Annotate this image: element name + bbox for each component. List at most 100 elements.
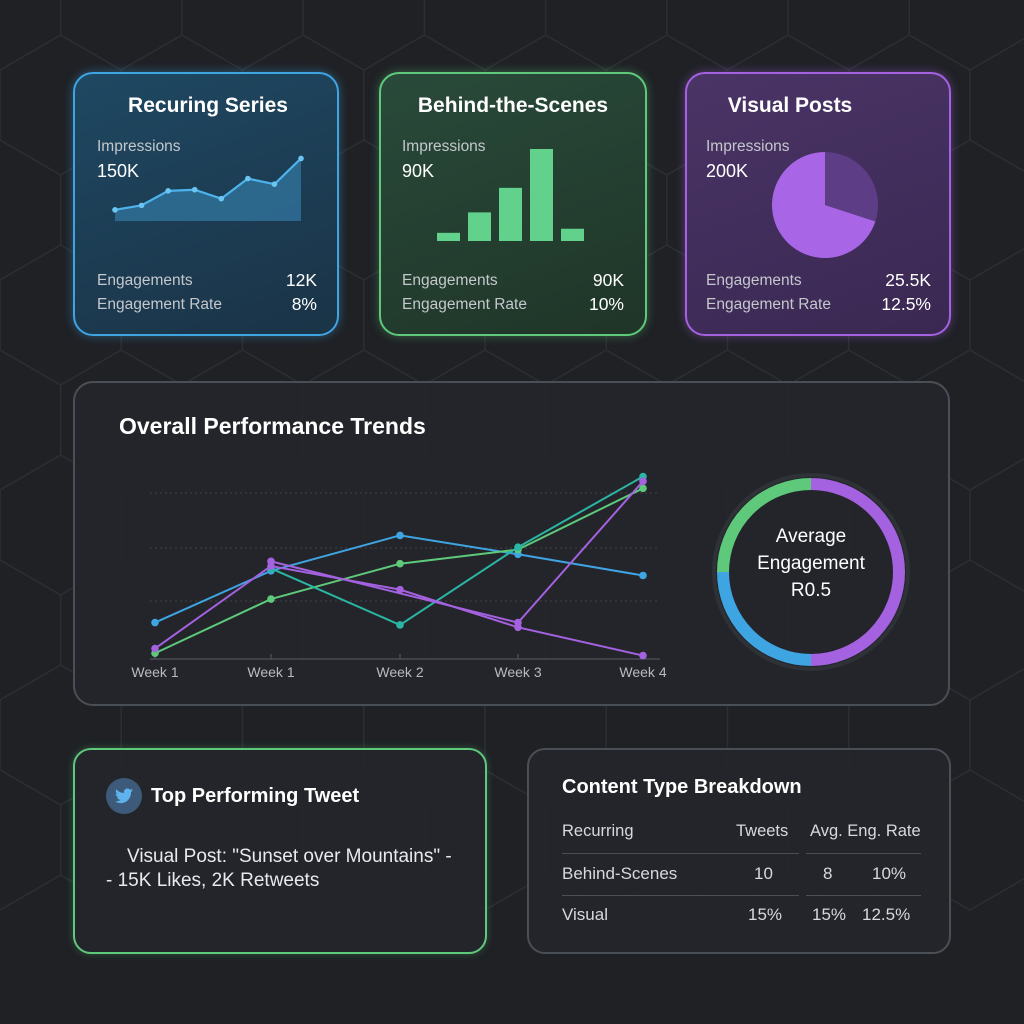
engagements-value: 90K bbox=[592, 270, 624, 290]
row-name: Visual bbox=[562, 905, 608, 924]
row-name: Behind-Scenes bbox=[562, 864, 678, 883]
series-line bbox=[154, 534, 644, 624]
engagement-rate-label: Engagement Rate bbox=[402, 296, 527, 313]
series-point bbox=[396, 559, 404, 568]
gauge-value: R0.5 bbox=[790, 580, 832, 601]
card-title: Behind-the-Scenes bbox=[417, 94, 609, 117]
engagement-rate-value: 12.5% bbox=[881, 294, 931, 314]
row-tweets: 15% bbox=[748, 905, 783, 924]
engagement-rate-value: 10% bbox=[588, 294, 624, 314]
content-type-breakdown-card: Content Type Breakdown Recurring Tweets … bbox=[527, 748, 951, 954]
series-point bbox=[639, 571, 647, 580]
engagement-rate-value: 8% bbox=[291, 294, 317, 314]
series-point bbox=[396, 531, 404, 540]
table-divider bbox=[562, 853, 799, 854]
series-point bbox=[151, 618, 159, 627]
engagements-label: Engagements bbox=[402, 272, 498, 289]
sparkline-line bbox=[114, 157, 302, 211]
x-tick-label: Week 1 bbox=[247, 664, 294, 680]
series-line bbox=[154, 565, 644, 657]
card-title: Visual Posts bbox=[727, 94, 853, 117]
gauge-segment bbox=[717, 571, 812, 666]
row-tweets: 10 bbox=[754, 864, 773, 883]
series-point bbox=[396, 585, 404, 594]
row-rate: 12.5% bbox=[862, 905, 911, 924]
top-tweet-title: Top Performing Tweet bbox=[151, 785, 360, 807]
engagements-label: Engagements bbox=[706, 272, 802, 289]
gauge-line-2: Engagement bbox=[757, 553, 865, 574]
series-point bbox=[267, 595, 275, 603]
series-point bbox=[514, 543, 522, 552]
visual-posts-card[interactable]: Visual Posts Impressions 200K Engagement… bbox=[685, 72, 951, 336]
engagements-value: 25.5K bbox=[885, 270, 931, 290]
series-point bbox=[151, 644, 159, 653]
behind-the-scenes-card[interactable]: Behind-the-Scenes Impressions 90K Engage… bbox=[379, 72, 647, 336]
sparkline-point bbox=[218, 195, 225, 202]
pie-slice-minor bbox=[825, 152, 878, 222]
sparkline-area bbox=[115, 158, 301, 221]
impressions-value: 150K bbox=[97, 161, 140, 181]
impressions-label: Impressions bbox=[402, 138, 486, 155]
impressions-value: 200K bbox=[706, 161, 749, 181]
row-rate: 10% bbox=[872, 864, 907, 883]
sparkline-point bbox=[191, 186, 198, 193]
row-avg: 8 bbox=[823, 864, 833, 883]
bar-chart bbox=[437, 149, 584, 241]
impressions-label: Impressions bbox=[706, 138, 790, 155]
bar bbox=[561, 228, 584, 241]
recurring-series-card[interactable]: Recuring Series Impressions 150K Engagem… bbox=[73, 72, 339, 336]
series-point bbox=[514, 618, 522, 627]
sparkline-point bbox=[112, 207, 118, 213]
pie-chart bbox=[772, 152, 878, 258]
header-tweets: Tweets bbox=[736, 822, 789, 840]
gauge-label: Average Engagement R0.5 bbox=[731, 523, 891, 604]
average-engagement-gauge bbox=[712, 473, 910, 671]
bar bbox=[499, 187, 522, 241]
table-divider bbox=[806, 853, 921, 854]
gauge-line-1: Average bbox=[775, 526, 847, 547]
sparkline-point bbox=[245, 175, 251, 182]
engagement-rate-label: Engagement Rate bbox=[97, 296, 222, 313]
gauge-segment bbox=[717, 478, 812, 573]
bar bbox=[530, 149, 553, 241]
top-tweet-text-line-1: Visual Post: "Sunset over Mountains" - bbox=[127, 846, 452, 867]
engagements-label: Engagements bbox=[97, 272, 193, 289]
bar bbox=[468, 212, 491, 241]
x-tick-label: Week 1 bbox=[131, 664, 178, 680]
gauge-segment bbox=[810, 478, 905, 666]
x-tick-label: Week 4 bbox=[619, 664, 666, 680]
trends-title: Overall Performance Trends bbox=[119, 413, 426, 439]
breakdown-title: Content Type Breakdown bbox=[562, 776, 802, 798]
x-tick-label: Week 3 bbox=[494, 664, 541, 680]
top-tweet-text-line-2: - 15K Likes, 2K Retweets bbox=[106, 870, 320, 891]
sparkline-chart bbox=[112, 155, 304, 221]
x-tick-label: Week 2 bbox=[376, 664, 423, 680]
card-title: Recuring Series bbox=[128, 94, 288, 117]
impressions-label: Impressions bbox=[97, 138, 181, 155]
pie-slice-major bbox=[772, 152, 876, 258]
impressions-value: 90K bbox=[402, 161, 435, 181]
series-point bbox=[639, 484, 647, 493]
sparkline-point bbox=[138, 202, 145, 209]
series-point bbox=[267, 557, 275, 566]
header-recurring: Recurring bbox=[562, 822, 634, 840]
table-divider bbox=[562, 895, 799, 896]
engagements-value: 12K bbox=[285, 270, 317, 290]
sparkline-point bbox=[298, 155, 304, 162]
sparkline-point bbox=[271, 181, 278, 187]
row-avg: 15% bbox=[812, 905, 847, 924]
gauge-outer-ring bbox=[712, 473, 910, 671]
top-performing-tweet-card[interactable]: Top Performing Tweet Visual Post: "Sunse… bbox=[73, 748, 487, 954]
series-point bbox=[639, 651, 647, 660]
performance-line-chart: Week 1 Week 1 Week 2 Week 3 Week 4 bbox=[131, 472, 667, 680]
twitter-bird-icon bbox=[106, 778, 142, 814]
series-point bbox=[396, 621, 404, 629]
table-divider bbox=[806, 895, 921, 896]
header-avg-eng-rate: Avg. Eng. Rate bbox=[810, 822, 921, 840]
bar bbox=[437, 232, 460, 241]
series-line bbox=[270, 475, 644, 627]
sparkline-point bbox=[165, 188, 171, 194]
engagement-rate-label: Engagement Rate bbox=[706, 296, 831, 313]
series-point bbox=[639, 477, 647, 486]
